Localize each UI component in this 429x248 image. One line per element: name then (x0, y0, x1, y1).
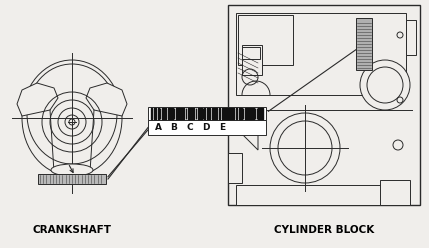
Text: D: D (202, 123, 210, 132)
Bar (238, 15, 293, 65)
Bar (148, 107, 266, 120)
Bar (228, 5, 420, 205)
Text: C: C (187, 123, 193, 132)
Circle shape (278, 121, 332, 175)
Circle shape (367, 67, 403, 103)
Polygon shape (17, 83, 58, 116)
Bar (228, 153, 242, 183)
Polygon shape (238, 120, 258, 150)
Bar (380, 180, 410, 205)
Bar (406, 20, 416, 55)
Bar (148, 120, 266, 135)
Bar (356, 18, 372, 70)
Text: A: A (154, 123, 161, 132)
Text: E: E (219, 123, 225, 132)
Ellipse shape (51, 164, 93, 176)
Bar (242, 47, 260, 59)
Text: CRANKSHAFT: CRANKSHAFT (33, 225, 112, 235)
Bar (242, 45, 262, 75)
Circle shape (360, 60, 410, 110)
Bar (236, 185, 398, 205)
Bar (38, 174, 106, 184)
Text: B: B (171, 123, 178, 132)
Bar (236, 13, 406, 95)
Text: CYLINDER BLOCK: CYLINDER BLOCK (274, 225, 374, 235)
Circle shape (270, 113, 340, 183)
Polygon shape (86, 83, 127, 116)
